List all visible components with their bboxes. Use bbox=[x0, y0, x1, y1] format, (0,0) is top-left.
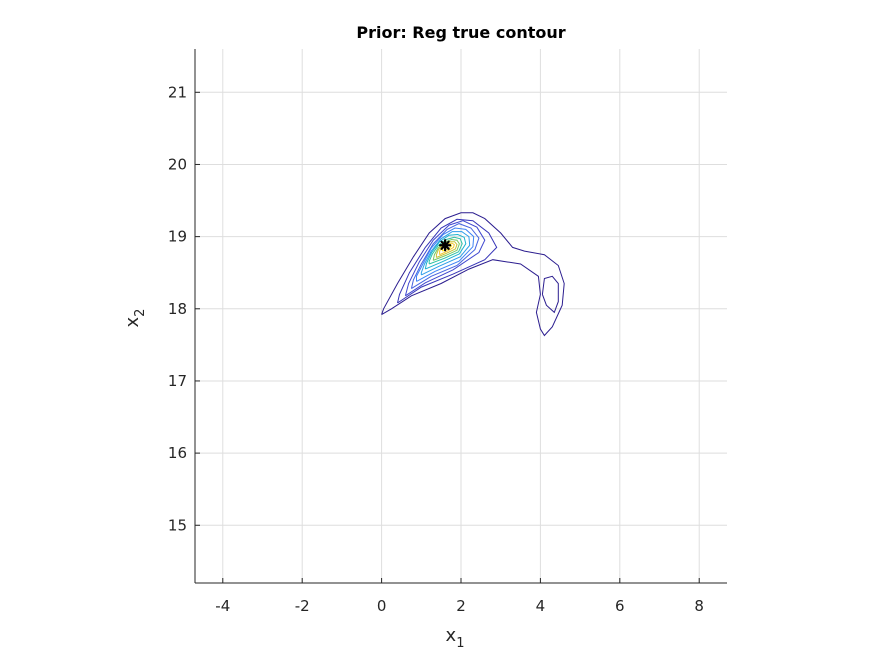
x-axis-label-base: x bbox=[446, 625, 457, 646]
y-tick-label: 15 bbox=[168, 516, 187, 534]
x-tick-label: 2 bbox=[456, 597, 466, 615]
y-tick-label: 16 bbox=[168, 444, 187, 462]
x-tick-label: 8 bbox=[694, 597, 704, 615]
contour-line bbox=[435, 241, 458, 258]
chart-title: Prior: Reg true contour bbox=[356, 23, 565, 42]
contour-line bbox=[397, 218, 498, 304]
contour-line bbox=[439, 242, 455, 256]
x-tick-label: -2 bbox=[295, 597, 310, 615]
y-tick-label: 19 bbox=[168, 228, 187, 246]
x-tick-labels: -4 -2 0 2 4 6 8 bbox=[215, 597, 704, 615]
contour-line bbox=[424, 233, 467, 270]
x-tick-label: 6 bbox=[615, 597, 625, 615]
y-tick-labels: 15 16 17 18 19 20 21 bbox=[168, 83, 187, 534]
contour-lines bbox=[381, 212, 565, 337]
contour-line bbox=[541, 275, 559, 314]
x-tick-label: 0 bbox=[377, 597, 387, 615]
contour-line bbox=[410, 223, 480, 290]
axes-frame bbox=[194, 49, 727, 584]
x-tick-label: -4 bbox=[215, 597, 230, 615]
y-axis-label-base: x bbox=[122, 316, 143, 327]
contour-line bbox=[432, 238, 460, 261]
contour-line bbox=[404, 220, 486, 297]
contour-line bbox=[416, 227, 475, 282]
y-tick-label: 20 bbox=[168, 155, 187, 173]
y-tick-label: 17 bbox=[168, 372, 187, 390]
x-axis-label: x1 bbox=[446, 625, 465, 651]
y-tick-label: 21 bbox=[168, 83, 187, 101]
contour-line bbox=[428, 236, 463, 265]
peak-marker bbox=[439, 239, 452, 252]
marker-center bbox=[442, 242, 448, 248]
y-axis-label: x2 bbox=[122, 309, 148, 328]
grid-lines bbox=[195, 49, 727, 583]
y-tick-label: 18 bbox=[168, 300, 187, 318]
y-axis-label-subscript: 2 bbox=[133, 309, 148, 317]
contour-line bbox=[381, 212, 565, 337]
x-axis-label-subscript: 1 bbox=[456, 636, 464, 651]
contour-line bbox=[420, 231, 471, 276]
x-tick-label: 4 bbox=[536, 597, 546, 615]
